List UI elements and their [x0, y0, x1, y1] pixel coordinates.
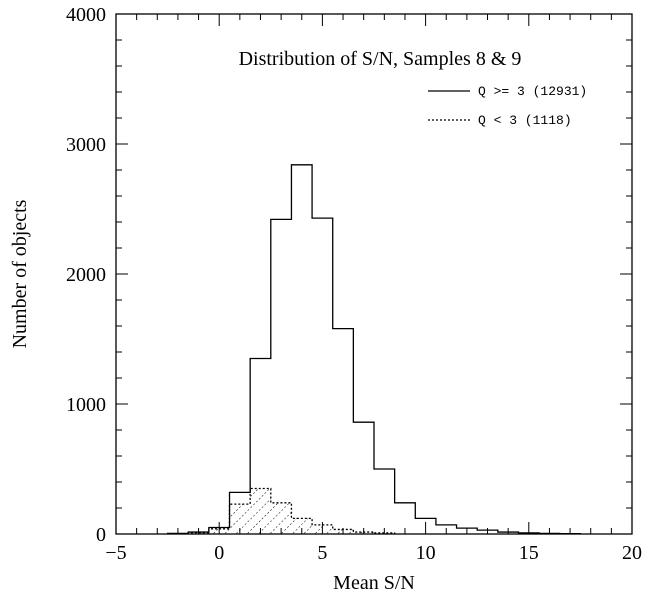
series-q-ge-3-outline	[166, 164, 582, 535]
bar-q-ge-3-18	[539, 533, 560, 534]
y-tick-label: 3000	[66, 134, 106, 156]
bar-q-ge-3-8	[333, 329, 354, 534]
x-tick-label: 0	[214, 542, 224, 564]
x-tick-label: 20	[622, 542, 642, 564]
legend: Q >= 3 (12931) Q < 3 (1118)	[428, 84, 587, 128]
bar-q-ge-3-0	[168, 533, 189, 534]
bar-q-ge-3-13	[436, 525, 457, 534]
bar-q-ge-3-15	[477, 530, 498, 534]
y-tick-label: 1000	[66, 394, 106, 416]
bar-q-ge-3-3	[230, 492, 251, 534]
bar-q-ge-3-9	[353, 422, 374, 534]
bar-q-ge-3-11	[395, 503, 416, 534]
legend-label-q-lt-3: Q < 3 (1118)	[478, 113, 572, 128]
bar-q-ge-3-5	[271, 219, 292, 534]
x-tick-label: 5	[317, 542, 327, 564]
y-axis-title: Number of objects	[9, 199, 31, 348]
bar-q-ge-3-6	[291, 165, 312, 534]
x-tick-label: 10	[416, 542, 436, 564]
bar-q-ge-3-10	[374, 469, 395, 534]
y-tick-label: 0	[96, 524, 106, 546]
bar-q-ge-3-7	[312, 218, 333, 534]
y-tick-label: 2000	[66, 264, 106, 286]
x-axis-title: Mean S/N	[333, 572, 415, 594]
bar-q-ge-3-17	[518, 533, 539, 534]
bar-q-ge-3-14	[457, 528, 478, 534]
bar-q-ge-3-4	[250, 359, 271, 535]
series-q-lt-3-outline	[187, 487, 396, 534]
x-tick-label: 15	[519, 542, 539, 564]
histogram-series	[166, 164, 582, 535]
y-tick-label: 4000	[66, 4, 106, 26]
bar-q-ge-3-2	[209, 528, 230, 535]
bar-q-ge-3-16	[498, 532, 519, 534]
legend-label-q-ge-3: Q >= 3 (12931)	[478, 84, 587, 99]
x-tick-label: −5	[105, 542, 126, 564]
bar-q-ge-3-12	[415, 518, 436, 534]
bar-q-ge-3-1	[188, 532, 209, 534]
chart-title: Distribution of S/N, Samples 8 & 9	[239, 48, 522, 70]
